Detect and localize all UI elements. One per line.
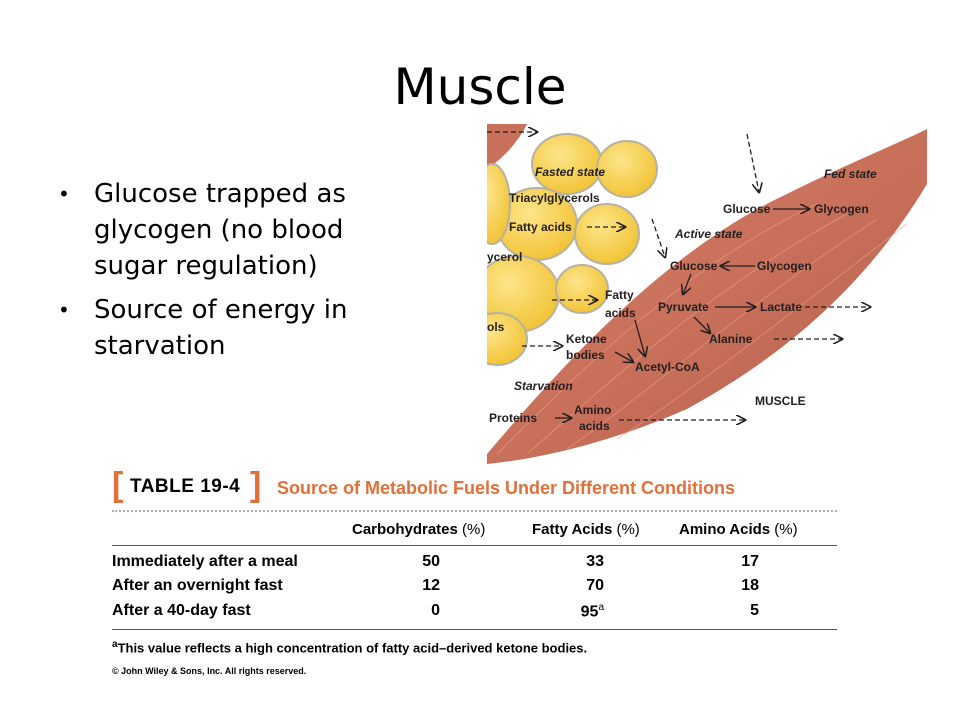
label-starvation: Starvation [514, 379, 573, 393]
label-ols: ols [487, 320, 505, 334]
column-header: Fatty Acids (%) [532, 521, 640, 538]
table-cell: 12 [422, 577, 440, 594]
label-fasted-state: Fasted state [535, 165, 605, 179]
slide-title: Muscle [393, 58, 567, 116]
bullet-text: Source of energy in starvation [94, 295, 348, 361]
label-amino-acids: acids [579, 419, 610, 433]
row-label: After a 40-day fast [112, 602, 251, 619]
table-divider [112, 510, 837, 512]
bracket-close-icon: ] [250, 466, 262, 504]
table-cell: 17 [741, 553, 759, 570]
muscle-tissue [487, 129, 927, 464]
fat-cells [487, 133, 658, 366]
table-cell: 33 [586, 553, 604, 570]
footer-rule [112, 629, 837, 630]
header-rule [112, 545, 837, 546]
label-fatty-acids-top: Fatty acids [509, 220, 572, 234]
label-glycerol: ycerol [487, 250, 522, 264]
label-glucose-fed: Glucose [723, 202, 771, 216]
label-muscle: MUSCLE [755, 394, 806, 408]
bullet-item: • Glucose trapped as glycogen (no blood s… [56, 176, 396, 284]
table-cell: 0 [431, 602, 440, 619]
pathway-arrows [487, 132, 870, 420]
label-amino: Amino [574, 403, 611, 417]
table-cell: 70 [586, 577, 604, 594]
row-label: After an overnight fast [112, 577, 283, 594]
label-triacylglycerols: Triacylglycerols [509, 191, 600, 205]
bullet-text: Glucose trapped as glycogen (no blood su… [94, 179, 346, 281]
label-fatty: Fatty [605, 288, 634, 302]
muscle-diagram-svg: Fasted state Triacylglycerols Fatty acid… [487, 124, 927, 464]
label-glycogen-active: Glycogen [757, 259, 812, 273]
label-glycogen-fed: Glycogen [814, 202, 869, 216]
fuel-sources-table: [ TABLE 19-4 ] Source of Metabolic Fuels… [112, 466, 837, 681]
label-active-state: Active state [674, 227, 743, 241]
copyright-notice: © John Wiley & Sons, Inc. All rights res… [112, 666, 307, 676]
table-cell: 50 [422, 553, 440, 570]
label-ketone: Ketone [566, 332, 607, 346]
label-bodies: bodies [566, 348, 605, 362]
label-proteins: Proteins [489, 411, 537, 425]
bullet-dot-icon: • [58, 298, 70, 322]
label-acids: acids [605, 306, 636, 320]
muscle-diagram: Fasted state Triacylglycerols Fatty acid… [487, 124, 927, 464]
label-glucose-active: Glucose [670, 259, 718, 273]
label-pyruvate: Pyruvate [658, 300, 709, 314]
table-caption: Source of Metabolic Fuels Under Differen… [277, 478, 736, 498]
row-label: Immediately after a meal [112, 553, 298, 570]
table-cell: 18 [741, 577, 759, 594]
table-cell: 95a [580, 602, 604, 621]
label-fed-state: Fed state [824, 167, 877, 181]
label-alanine: Alanine [709, 332, 753, 346]
bullet-list: • Glucose trapped as glycogen (no blood s… [56, 176, 396, 372]
table-footnote: aThis value reflects a high concentratio… [112, 639, 588, 656]
column-header: Carbohydrates (%) [352, 521, 486, 538]
column-header: Amino Acids (%) [679, 521, 798, 538]
bullet-item: • Source of energy in starvation [56, 292, 396, 364]
label-acetyl-coa: Acetyl-CoA [635, 360, 700, 374]
bullet-dot-icon: • [58, 182, 70, 206]
bracket-open-icon: [ [112, 466, 124, 504]
label-lactate: Lactate [760, 300, 802, 314]
table-cell: 5 [750, 602, 759, 619]
table-tag: TABLE 19-4 [130, 476, 241, 497]
